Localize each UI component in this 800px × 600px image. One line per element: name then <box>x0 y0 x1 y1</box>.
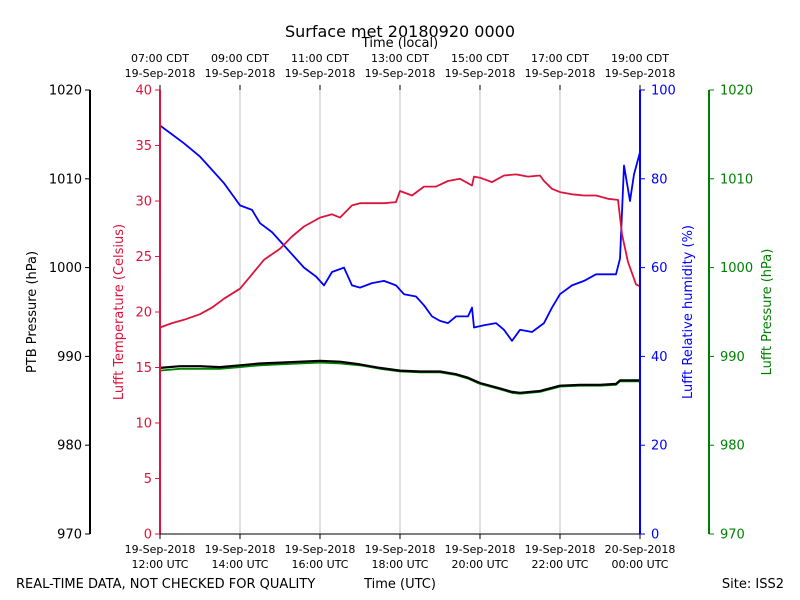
lufft-p-tick-label: 1020 <box>720 84 753 99</box>
x-tick-utc-date: 20-Sep-2018 <box>605 543 676 556</box>
top-tick-local-date: 19-Sep-2018 <box>365 67 436 80</box>
site-label: Site: ISS2 <box>722 577 784 592</box>
x-tick-utc-time: 22:00 UTC <box>531 558 588 571</box>
ptb-pressure-line <box>159 359 640 394</box>
x-tick-utc-date: 19-Sep-2018 <box>445 543 516 556</box>
rh-tick-label: 80 <box>651 172 668 187</box>
top-tick-local-date: 19-Sep-2018 <box>445 67 516 80</box>
rh-tick-label: 100 <box>651 84 676 99</box>
rh-axis-label: Lufft Relative humidity (%) <box>681 225 696 399</box>
temp-tick-label: 5 <box>144 472 152 487</box>
temp-tick-label: 30 <box>135 195 152 210</box>
ptb-tick-label: 1000 <box>49 261 82 276</box>
x-tick-utc-date: 19-Sep-2018 <box>205 543 276 556</box>
ptb-axis-label: PTB Pressure (hPa) <box>25 251 40 373</box>
x-tick-utc-date: 19-Sep-2018 <box>365 543 436 556</box>
top-tick-local-date: 19-Sep-2018 <box>205 67 276 80</box>
lufft-p-tick-label: 1000 <box>720 261 753 276</box>
ptb-tick-label: 1010 <box>49 172 82 187</box>
x-tick-utc-time: 14:00 UTC <box>211 558 268 571</box>
lufft-p-tick-label: 1010 <box>720 172 753 187</box>
x-tick-utc-time: 12:00 UTC <box>131 558 188 571</box>
top-tick-local-time: 11:00 CDT <box>291 52 349 65</box>
top-tick-local-date: 19-Sep-2018 <box>605 67 676 80</box>
top-axis-label: Time (local) <box>361 36 438 51</box>
temp-tick-label: 10 <box>135 417 152 432</box>
temp-tick-label: 20 <box>135 306 152 321</box>
top-tick-local-time: 13:00 CDT <box>371 52 429 65</box>
temp-tick-label: 0 <box>144 528 152 543</box>
grid-lines <box>239 90 561 534</box>
x-tick-utc-time: 00:00 UTC <box>611 558 668 571</box>
ptb-tick-label: 990 <box>57 350 82 365</box>
lufft-relative-humidity-line <box>159 124 641 342</box>
rh-tick-label: 40 <box>651 350 668 365</box>
top-tick-local-time: 09:00 CDT <box>211 52 269 65</box>
chart-title: Surface met 20180920 0000 <box>285 22 515 41</box>
top-tick-local-time: 07:00 CDT <box>131 52 189 65</box>
lufft-temperature-line <box>159 173 641 329</box>
top-tick-local-date: 19-Sep-2018 <box>285 67 356 80</box>
rh-tick-label: 0 <box>651 528 659 543</box>
x-tick-utc-time: 20:00 UTC <box>451 558 508 571</box>
top-tick-local-time: 19:00 CDT <box>611 52 669 65</box>
lufft-p-tick-label: 980 <box>720 439 745 454</box>
ptb-tick-label: 980 <box>57 439 82 454</box>
temp-axis-label: Lufft Temperature (Celsius) <box>112 224 127 400</box>
top-tick-local-date: 19-Sep-2018 <box>125 67 196 80</box>
temp-tick-label: 15 <box>135 361 152 376</box>
top-tick-local-time: 15:00 CDT <box>451 52 509 65</box>
x-tick-utc-time: 18:00 UTC <box>371 558 428 571</box>
temp-tick-label: 35 <box>135 139 152 154</box>
x-tick-utc-date: 19-Sep-2018 <box>125 543 196 556</box>
temp-tick-label: 40 <box>135 84 152 99</box>
lufft-p-tick-label: 990 <box>720 350 745 365</box>
x-axis-label: Time (UTC) <box>363 577 436 592</box>
series-group <box>159 124 641 395</box>
ptb-tick-label: 970 <box>57 528 82 543</box>
top-tick-local-date: 19-Sep-2018 <box>525 67 596 80</box>
x-tick-utc-date: 19-Sep-2018 <box>525 543 596 556</box>
rh-tick-label: 20 <box>651 439 668 454</box>
x-tick-utc-time: 16:00 UTC <box>291 558 348 571</box>
time-ticks: 19-Sep-2018 12:00 UTC 07:00 CDT 19-Sep-2018… <box>125 52 676 571</box>
temp-tick-label: 25 <box>135 250 152 265</box>
lufft-p-tick-label: 970 <box>720 528 745 543</box>
x-tick-utc-date: 19-Sep-2018 <box>285 543 356 556</box>
rh-tick-label: 60 <box>651 261 668 276</box>
quality-notice: REAL-TIME DATA, NOT CHECKED FOR QUALITY <box>16 577 315 592</box>
lufft-p-axis-label: Lufft Pressure (hPa) <box>760 249 775 376</box>
top-tick-local-time: 17:00 CDT <box>531 52 589 65</box>
ptb-tick-label: 1020 <box>49 84 82 99</box>
